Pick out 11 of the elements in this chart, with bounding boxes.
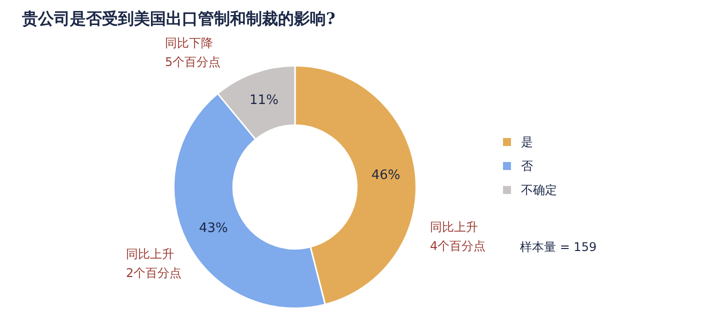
legend-label: 是	[521, 134, 533, 150]
data-label: 43%	[198, 220, 228, 236]
data-label: 46%	[371, 168, 400, 183]
text: 同比上升 4个百分点	[430, 219, 486, 255]
legend-label: 否	[521, 158, 533, 174]
legend-label: 不确定	[521, 182, 557, 198]
text: 同比下降 5个百分点	[165, 35, 221, 71]
chart-title: 贵公司是否受到美国出口管制和制裁的影响?	[22, 9, 336, 30]
text: 同比上升 2个百分点	[126, 246, 182, 282]
data-label: 11%	[250, 93, 278, 108]
text: 样本量 = 159	[520, 239, 597, 256]
